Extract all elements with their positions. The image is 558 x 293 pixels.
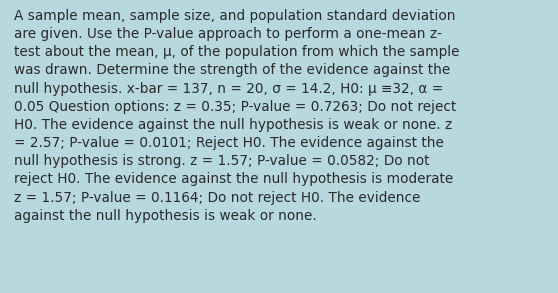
- Text: A sample mean, sample size, and population standard deviation
are given. Use the: A sample mean, sample size, and populati…: [14, 9, 459, 223]
